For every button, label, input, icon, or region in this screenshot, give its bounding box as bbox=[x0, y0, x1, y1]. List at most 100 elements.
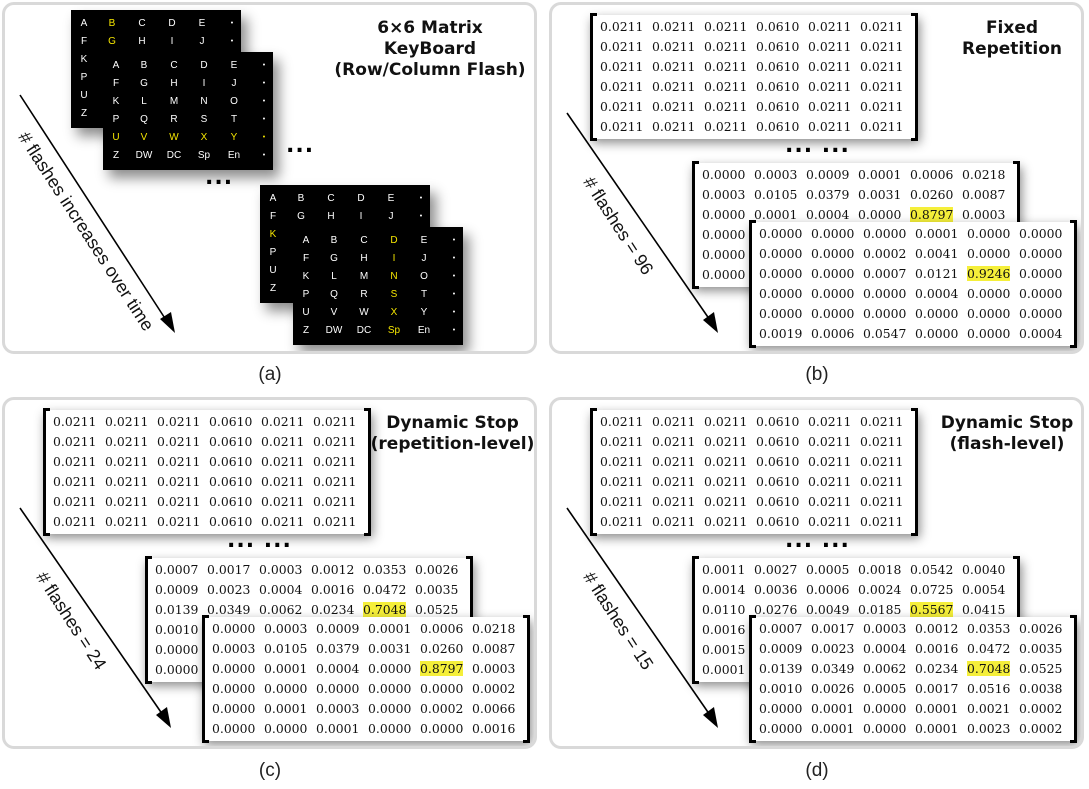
key-f: F bbox=[112, 78, 120, 89]
panel-d: Dynamic Stop (flash-level) ... ... # fla… bbox=[549, 397, 1084, 749]
matrix-cell: 0.0234 bbox=[311, 602, 355, 617]
matrix-cell: 0.0023 bbox=[967, 721, 1011, 736]
key-b: B bbox=[330, 235, 338, 246]
matrix-cell: 0.0001 bbox=[368, 621, 412, 636]
key-w: W bbox=[359, 307, 369, 318]
key-j: J bbox=[388, 211, 394, 222]
matrix-cell: 0.0610 bbox=[756, 99, 800, 114]
matrix-cell: 0.0110 bbox=[702, 602, 746, 617]
panel-b: Fixed Repetition ... ... # flashes = 96 … bbox=[549, 2, 1084, 354]
matrix-row: 0.0139 0.0349 0.0062 0.0234 0.7048 0.0525 bbox=[145, 600, 473, 620]
prob-matrix-1: 0.0211 0.0211 0.0211 0.0610 0.0211 0.0211 0.02… bbox=[43, 408, 371, 536]
max-probability-highlight: 0.7048 bbox=[967, 661, 1011, 676]
key-e: E bbox=[387, 193, 395, 204]
matrix-cell: 0.0000 bbox=[811, 246, 855, 261]
matrix-cell: 0.0211 bbox=[652, 39, 696, 54]
matrix-cell: 0.0009 bbox=[155, 582, 199, 597]
key-dot: • bbox=[452, 255, 456, 262]
matrix-cell: 0.0211 bbox=[860, 99, 904, 114]
key-dot: • bbox=[262, 62, 266, 69]
key-sp: Sp bbox=[197, 150, 211, 161]
matrix-cell: 0.0472 bbox=[967, 641, 1011, 656]
matrix-row: 0.0211 0.0211 0.0211 0.0610 0.0211 0.0211 bbox=[590, 57, 918, 77]
key-c: C bbox=[327, 193, 335, 204]
matrix-cell: 0.0211 bbox=[313, 434, 357, 449]
matrix-cell: 0.0211 bbox=[157, 474, 201, 489]
matrix-row: 0.0000 0.0000 0.0000 0.0000 0.0000 0.0000 bbox=[749, 304, 1077, 324]
matrix-row: 0.0001 bbox=[692, 660, 1020, 680]
matrix-cell: 0.0000 bbox=[155, 642, 199, 657]
matrix-row: 0.0009 0.0023 0.0004 0.0016 0.0472 0.0035 bbox=[749, 639, 1077, 659]
matrix-cell: 0.0211 bbox=[704, 434, 748, 449]
matrix-cell: 0.0005 bbox=[806, 562, 850, 577]
key-q: Q bbox=[140, 114, 148, 125]
key-c: C bbox=[138, 18, 146, 29]
matrix-cell: 0.0004 bbox=[915, 286, 959, 301]
matrix-cell: 0.0610 bbox=[209, 514, 253, 529]
panel-a-title-line1: 6×6 Matrix KeyBoard bbox=[377, 18, 483, 59]
prob-matrix-1: 0.0211 0.0211 0.0211 0.0610 0.0211 0.0211 0.02… bbox=[590, 408, 918, 536]
matrix-cell: 0.0001 bbox=[754, 207, 798, 222]
key-p: P bbox=[302, 289, 310, 300]
key-dot: • bbox=[452, 237, 456, 244]
matrix-cell: 0.0211 bbox=[808, 514, 852, 529]
matrix-cell: 0.0211 bbox=[808, 39, 852, 54]
matrix-cell: 0.0000 bbox=[915, 306, 959, 321]
key-dot: • bbox=[452, 273, 456, 280]
matrix-left-bracket bbox=[692, 556, 699, 684]
key-a: A bbox=[302, 235, 310, 246]
max-probability-highlight: 0.7048 bbox=[363, 602, 407, 617]
matrix-cell: 0.0000 bbox=[759, 721, 803, 736]
time-arrow-head bbox=[160, 312, 175, 333]
matrix-row: 0.0211 0.0211 0.0211 0.0610 0.0211 0.0211 bbox=[43, 472, 371, 492]
key-o: O bbox=[230, 96, 238, 107]
matrix-cell: 0.0610 bbox=[209, 414, 253, 429]
matrix-cell: 0.0610 bbox=[756, 19, 800, 34]
matrix-row: 0.0000 bbox=[145, 660, 473, 680]
matrix-cell: 0.0016 bbox=[915, 641, 959, 656]
matrix-cell: 0.0211 bbox=[808, 474, 852, 489]
key-w: W bbox=[169, 132, 179, 143]
matrix-cell: 0.0011 bbox=[702, 562, 746, 577]
matrix-cell: 0.0211 bbox=[53, 434, 97, 449]
matrix-cell: 0.0211 bbox=[313, 494, 357, 509]
matrix-cell: 0.0016 bbox=[702, 622, 746, 637]
key-j: J bbox=[199, 36, 205, 47]
key-m: M bbox=[169, 96, 179, 107]
matrix-cell: 0.0027 bbox=[754, 562, 798, 577]
matrix-cell: 0.0211 bbox=[704, 119, 748, 134]
key-dw: DW bbox=[135, 150, 153, 161]
matrix-cell: 0.0610 bbox=[756, 474, 800, 489]
matrix-right-bracket bbox=[364, 408, 371, 536]
matrix-cell: 0.0211 bbox=[860, 59, 904, 74]
matrix-cell: 0.0000 bbox=[368, 701, 412, 716]
key-c: C bbox=[170, 60, 178, 71]
panel-c-title-line1: Dynamic Stop bbox=[386, 413, 519, 433]
matrix-row: 0.0000 0.0000 0.0000 0.0001 0.0000 0.0000 bbox=[749, 224, 1077, 244]
panel-c: Dynamic Stop (repetition-level) ... ... … bbox=[2, 397, 537, 749]
panel-b-title: Fixed Repetition bbox=[957, 18, 1067, 60]
matrix-cell: 0.0211 bbox=[808, 99, 852, 114]
matrix-cell: 0.0211 bbox=[808, 434, 852, 449]
matrix-row: 0.0211 0.0211 0.0211 0.0610 0.0211 0.0211 bbox=[590, 77, 918, 97]
matrix-cell: 0.0211 bbox=[600, 99, 644, 114]
key-dot: • bbox=[452, 309, 456, 316]
key-u: U bbox=[302, 307, 310, 318]
matrix-cell: 0.0000 bbox=[863, 721, 907, 736]
matrix-row: 0.0000 0.0003 0.0009 0.0001 0.0006 0.0218 bbox=[692, 165, 1020, 185]
key-l: L bbox=[141, 96, 147, 107]
matrix-cell: 0.0012 bbox=[915, 621, 959, 636]
matrix-cell: 0.0000 bbox=[368, 721, 412, 736]
matrix-row: 0.0007 0.0017 0.0003 0.0012 0.0353 0.0026 bbox=[749, 619, 1077, 639]
matrix-row: 0.0211 0.0211 0.0211 0.0610 0.0211 0.0211 bbox=[590, 452, 918, 472]
matrix-cell: 0.0000 bbox=[759, 266, 803, 281]
key-j: J bbox=[231, 78, 237, 89]
matrix-row: 0.0000 bbox=[692, 245, 1020, 265]
matrix-cell: 0.0062 bbox=[863, 661, 907, 676]
matrix-cell: 0.0525 bbox=[415, 602, 459, 617]
matrix-row: 0.0003 0.0105 0.0379 0.0031 0.0260 0.0087 bbox=[202, 639, 530, 659]
panel-b-title-line1: Fixed bbox=[985, 18, 1039, 38]
matrix-cell: 0.0211 bbox=[157, 454, 201, 469]
matrix-cell: 0.0001 bbox=[316, 721, 360, 736]
matrix-cell: 0.0000 bbox=[863, 286, 907, 301]
